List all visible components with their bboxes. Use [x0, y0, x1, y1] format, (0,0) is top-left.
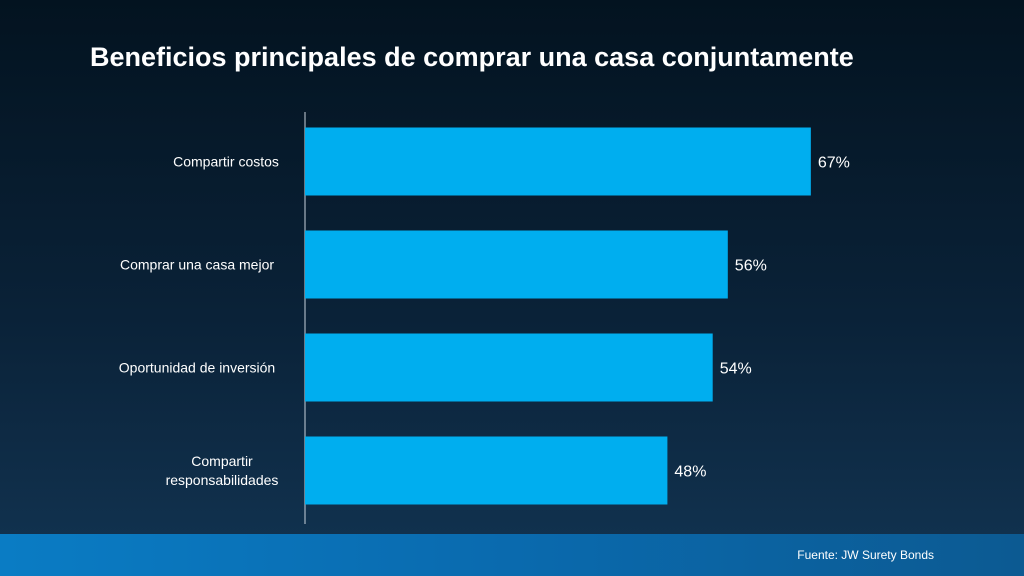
category-label-line: Compartir costos [173, 154, 279, 170]
category-label-line: responsabilidades [166, 472, 279, 488]
category-label-line: Compartir [191, 453, 253, 469]
bar [305, 436, 668, 505]
chart-title: Beneficios principales de comprar una ca… [90, 42, 854, 72]
category-label: Compartir responsabilidades [166, 453, 279, 488]
bar [305, 230, 728, 299]
data-label: 67% [818, 155, 850, 172]
category-label: Oportunidad de inversión [119, 360, 275, 376]
bar-chart: 67% Compartir costos 56% Comprar una casa m… [119, 112, 850, 524]
data-label: 48% [674, 464, 706, 481]
source-label: Fuente: JW Surety Bonds [797, 548, 934, 562]
category-label-line: Oportunidad de inversión [119, 360, 275, 376]
category-label-line: Comprar una casa mejor [120, 257, 274, 273]
data-label: 54% [720, 361, 752, 378]
category-label: Compartir costos [173, 154, 279, 170]
category-label: Comprar una casa mejor [120, 257, 274, 273]
bar [305, 333, 713, 402]
bar [305, 127, 811, 196]
data-label: 56% [735, 258, 767, 275]
footer-band: Fuente: JW Surety Bonds [0, 534, 1024, 576]
